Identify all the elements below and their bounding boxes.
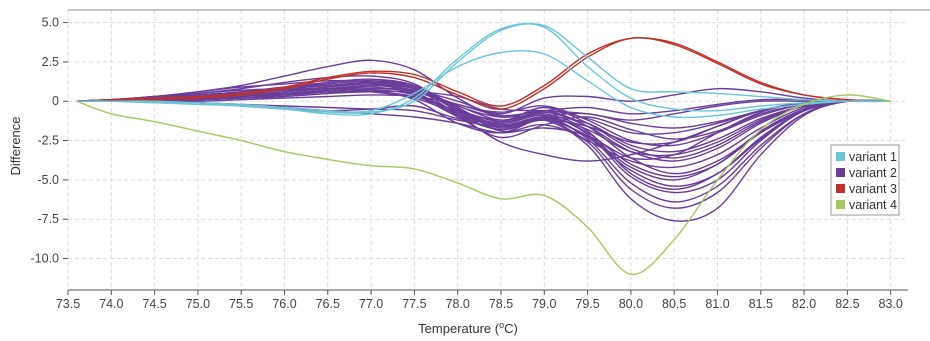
x-axis-label: Temperature (oC) [418,320,518,336]
x-tick-label: 81.0 [705,297,729,311]
grid-lines [67,9,930,290]
series-line-variant-2 [76,80,891,187]
x-tick-label: 79.5 [575,297,599,311]
series-line-variant-1 [76,50,891,119]
x-tick-label: 81.5 [749,297,773,311]
legend: variant 1 variant 2 variant 3 variant 4 [830,144,900,216]
legend-swatch [836,184,845,193]
x-tick-label: 75.5 [229,297,253,311]
y-tick-label: 2.5 [42,55,59,69]
y-tick-label: -2.5 [37,134,59,148]
x-tick-label: 77.5 [402,297,426,311]
y-tick-label: -5.0 [37,173,59,187]
series-line-variant-1 [76,22,891,116]
series-line-variant-1 [76,22,891,114]
series-line-variant-2 [76,94,891,117]
x-tick-label: 80.5 [662,297,686,311]
x-tick-label: 77.0 [359,297,383,311]
y-axis-label: Difference [8,116,23,175]
series-line-variant-3 [76,37,891,107]
legend-label: variant 3 [849,182,897,196]
legend-label: variant 1 [849,150,897,164]
x-axis-label-main: Temperature ( [418,321,500,336]
x-tick-label: 82.5 [835,297,859,311]
y-tick-label: -7.5 [37,212,59,226]
series-line-variant-4 [76,94,891,276]
legend-swatch [836,152,845,161]
legend-label: variant 2 [849,166,897,180]
series-lines [76,22,891,276]
series-line-variant-3 [76,37,891,110]
y-tick-label: -10.0 [31,252,60,266]
x-tick-label: 83.0 [879,297,903,311]
legend-swatch [836,168,845,177]
x-tick-label: 73.5 [56,297,80,311]
series-line-variant-2 [76,87,891,153]
legend-label: variant 4 [849,198,897,212]
x-axis-ticks: 73.5 74.0 74.5 75.0 75.5 76.0 76.5 77.0 77.5 78.0… [56,290,903,311]
series-line-variant-2 [76,86,891,157]
x-tick-label: 74.5 [142,297,166,311]
x-tick-label: 82.0 [792,297,816,311]
x-tick-label: 74.0 [99,297,123,311]
y-tick-label: 0 [52,94,59,108]
y-tick-label: 5.0 [42,16,59,30]
x-tick-label: 78.0 [446,297,470,311]
x-tick-label: 75.0 [186,297,210,311]
x-tick-label: 78.5 [489,297,513,311]
x-axis-label-unit: C) [504,321,518,336]
x-tick-label: 80.0 [619,297,643,311]
x-tick-label: 79.0 [532,297,556,311]
x-axis-label-degree: o [499,320,504,330]
y-axis-ticks: 5.0 2.5 0 -2.5 -5.0 -7.5 -10.0 [31,16,68,266]
x-tick-label: 76.5 [316,297,340,311]
legend-swatch [836,200,845,209]
x-tick-label: 76.0 [272,297,296,311]
